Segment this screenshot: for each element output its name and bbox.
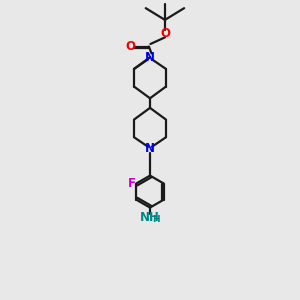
Text: N: N [145,142,155,155]
Text: N: N [145,51,155,64]
Text: O: O [126,40,136,53]
Text: O: O [160,27,170,40]
Text: H: H [152,215,160,224]
Text: NH: NH [140,211,160,224]
Text: F: F [128,177,136,190]
